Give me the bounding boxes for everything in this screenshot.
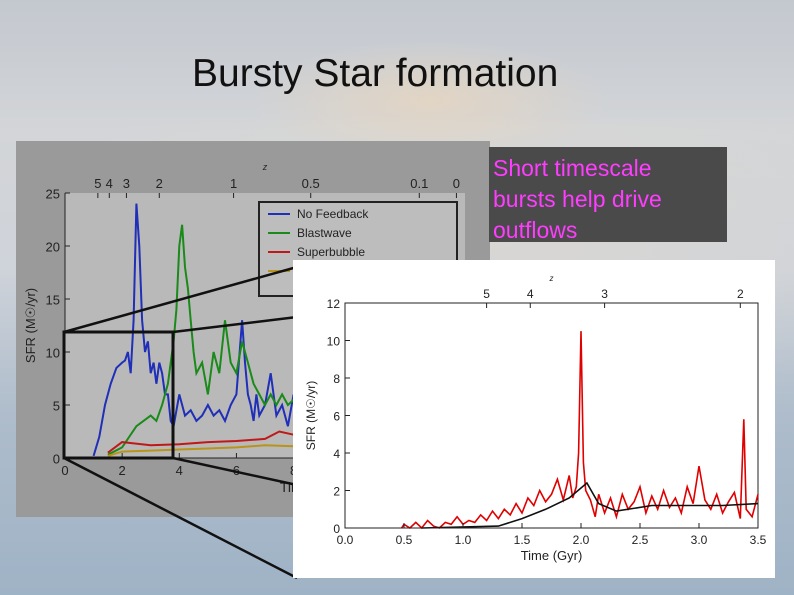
x-tick-label: 0	[61, 463, 68, 478]
zoom-region-outlines	[62, 330, 175, 460]
top-tick-label: 2	[737, 287, 744, 301]
x-tick-label: 2	[119, 463, 126, 478]
top-tick-label: 4	[527, 287, 534, 301]
x-tick-label: 1.0	[455, 533, 472, 547]
y-tick-label: 5	[53, 399, 60, 414]
callout-box: Short timescale bursts help drive outflo…	[489, 147, 727, 243]
x-tick-label: 2.5	[632, 533, 649, 547]
series-line-2	[421, 481, 759, 529]
top-tick-label: 3	[601, 287, 608, 301]
slide-title: Bursty Star formation	[192, 52, 559, 95]
x-axis-label: Time (Gyr)	[521, 548, 583, 563]
legend-label-2: Blastwave	[297, 226, 352, 240]
top-tick-label: 5	[94, 176, 101, 191]
top-tick-label: 2	[156, 176, 163, 191]
top-tick-label: 3	[123, 176, 130, 191]
y-tick-label: 20	[46, 240, 60, 255]
x-tick-label: 3.5	[750, 533, 767, 547]
top-tick-label: 5	[483, 287, 490, 301]
legend-label-3: Superbubble	[297, 245, 365, 259]
callout-line-1: Short timescale	[493, 155, 652, 181]
top-tick-label: 4	[106, 176, 113, 191]
series-line-4	[107, 444, 294, 457]
top-tick-label: 0	[453, 176, 460, 191]
x-tick-label: 4	[176, 463, 183, 478]
x-tick-label: 1.5	[514, 533, 531, 547]
series-line-2	[107, 224, 295, 456]
top-axis-label: z	[549, 274, 554, 283]
legend-label-1: No Feedback	[297, 207, 369, 221]
top-tick-label: 1	[230, 176, 237, 191]
callout-line-3: outflows	[493, 217, 578, 243]
y-tick-label: 0	[333, 522, 340, 536]
y-tick-label: 8	[333, 372, 340, 386]
y-tick-label: 15	[46, 293, 60, 308]
x-tick-label: 0.0	[337, 533, 354, 547]
zoomed-chart-panel	[293, 260, 775, 578]
y-axis-label: SFR (M☉/yr)	[23, 288, 38, 363]
x-tick-label: 2.0	[573, 533, 590, 547]
series-line-1	[92, 203, 295, 457]
callout-line-2: bursts help drive	[493, 186, 662, 212]
y-tick-label: 10	[46, 346, 60, 361]
x-tick-label: 0.5	[396, 533, 413, 547]
y-tick-label: 6	[333, 410, 340, 424]
x-tick-label: 6	[233, 463, 240, 478]
x-tick-label: 3.0	[691, 533, 708, 547]
y-tick-label: 12	[327, 297, 341, 311]
y-tick-label: 2	[333, 485, 340, 499]
top-tick-label: 0.5	[302, 176, 320, 191]
series-line-3	[107, 430, 294, 454]
y-tick-label: 25	[46, 187, 60, 202]
y-tick-label: 0	[53, 452, 60, 467]
top-tick-label: 0.1	[410, 176, 428, 191]
y-tick-label: 4	[333, 447, 340, 461]
top-axis-label: z	[262, 162, 268, 172]
zoom-connector-lines	[63, 265, 298, 580]
y-axis-label: SFR (M☉/yr)	[304, 381, 318, 450]
background-cloud	[250, 40, 610, 160]
y-tick-label: 10	[327, 335, 341, 349]
